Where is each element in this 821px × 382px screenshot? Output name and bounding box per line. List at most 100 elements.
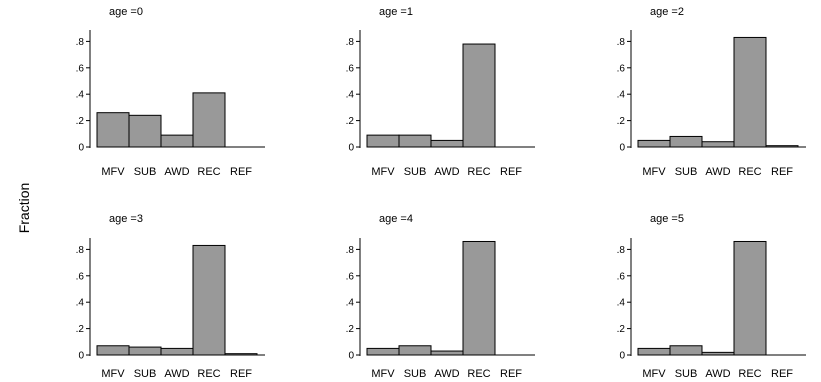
panel-title: age =5 [650, 213, 684, 225]
y-tick-label: 0 [78, 351, 84, 362]
y-tick-label: .4 [76, 90, 85, 101]
bar-mfv [637, 139, 671, 148]
bar-mfv [96, 345, 130, 356]
panel-age-5: age =5 0 .2 .4 .6 .8 MFV SUB AWD REC REF [617, 213, 806, 380]
y-tick-label: .2 [76, 116, 85, 127]
y-tick-label: .8 [76, 37, 85, 48]
y-tick-label: .6 [76, 63, 85, 74]
category-label: AWD [164, 166, 189, 178]
category-label: REC [738, 166, 761, 178]
y-tick-label: .8 [346, 245, 355, 256]
category-label: MFV [371, 166, 395, 178]
y-tick-label: .6 [617, 271, 626, 282]
panel-age-1: age =1 0 .2 .4 .6 .8 MFV SUB AWD REC REF [346, 6, 535, 178]
panels: age =0 0 .2 .4 .6 .8 MFV SUB AWD REC REF age =1 0 .2.… [76, 6, 806, 380]
y-tick-label: .4 [617, 298, 626, 309]
bar-rec [192, 244, 226, 356]
category-label: REF [771, 368, 793, 380]
y-tick-label: 0 [619, 351, 625, 362]
y-tick-label: .4 [617, 90, 626, 101]
y-tick-label: .6 [617, 63, 626, 74]
panel-age-4: age =4 0 .2 .4 .6 .8 MFV SUB AWD REC REF [346, 213, 535, 380]
category-label: SUB [404, 368, 427, 380]
category-label: REC [467, 166, 490, 178]
category-label: REC [738, 368, 761, 380]
category-label: MFV [642, 166, 666, 178]
panel-title: age =2 [650, 6, 684, 18]
y-tick-label: .8 [346, 37, 355, 48]
y-tick-label: 0 [78, 143, 84, 154]
bar-awd [430, 350, 464, 356]
bar-rec [192, 92, 226, 148]
y-tick-label: .2 [346, 116, 355, 127]
y-tick-label: .2 [76, 324, 85, 335]
category-label: REF [500, 166, 522, 178]
y-tick-label: 0 [619, 143, 625, 154]
category-label: SUB [404, 166, 427, 178]
category-label: AWD [705, 368, 730, 380]
bar-sub [128, 114, 162, 148]
category-label: AWD [434, 368, 459, 380]
y-tick-label: 0 [348, 143, 354, 154]
y-tick-label: .8 [76, 245, 85, 256]
bar-sub [669, 135, 703, 148]
y-tick-label: .6 [76, 271, 85, 282]
bar-mfv [96, 112, 130, 148]
bar-awd [701, 141, 735, 148]
bar-ref [224, 353, 258, 356]
category-label: REC [197, 368, 220, 380]
category-label: MFV [101, 166, 125, 178]
panel-title: age =3 [109, 213, 143, 225]
bar-mfv [637, 347, 671, 356]
category-label: MFV [371, 368, 395, 380]
bar-rec [462, 43, 496, 148]
y-tick-label: .8 [617, 37, 626, 48]
y-tick-label: .2 [617, 116, 626, 127]
category-label: SUB [675, 368, 698, 380]
category-label: REF [500, 368, 522, 380]
bar-sub [669, 345, 703, 356]
panel-title: age =1 [379, 6, 413, 18]
category-label: REC [197, 166, 220, 178]
y-tick-label: .4 [346, 90, 355, 101]
y-tick-label: 0 [348, 351, 354, 362]
category-label: SUB [675, 166, 698, 178]
bar-sub [398, 345, 432, 356]
category-label: SUB [134, 368, 157, 380]
category-label: AWD [434, 166, 459, 178]
panel-age-0: age =0 0 .2 .4 .6 .8 MFV SUB AWD REC REF [76, 6, 265, 178]
panel-age-2: age =2 0 .2 .4 .6 .8 MFV SUB AWD REC REF [617, 6, 806, 178]
y-tick-label: .6 [346, 63, 355, 74]
panel-title: age =4 [379, 213, 413, 225]
bar-awd [160, 347, 194, 356]
y-tick-label: .2 [346, 324, 355, 335]
bar-rec [733, 240, 767, 356]
bar-ref [765, 145, 799, 148]
category-label: REF [230, 368, 252, 380]
panel-age-3: age =3 0 .2 .4 .6 .8 MFV SUB AWD REC REF [76, 213, 265, 380]
category-label: AWD [705, 166, 730, 178]
category-label: SUB [134, 166, 157, 178]
bar-mfv [366, 134, 400, 148]
y-tick-label: .8 [617, 245, 626, 256]
category-label: AWD [164, 368, 189, 380]
bar-sub [398, 134, 432, 148]
bar-rec [733, 36, 767, 148]
y-tick-label: .4 [346, 298, 355, 309]
category-label: MFV [101, 368, 125, 380]
bar-sub [128, 346, 162, 356]
bar-rec [462, 240, 496, 356]
y-tick-label: .6 [346, 271, 355, 282]
bar-mfv [366, 347, 400, 356]
panel-title: age =0 [109, 6, 143, 18]
y-tick-label: .4 [76, 298, 85, 309]
y-axis-title: Fraction [16, 183, 32, 234]
y-tick-label: .2 [617, 324, 626, 335]
bar-awd [430, 139, 464, 148]
category-label: REC [467, 368, 490, 380]
category-label: REF [230, 166, 252, 178]
category-label: REF [771, 166, 793, 178]
bar-awd [701, 351, 735, 356]
bar-awd [160, 134, 194, 148]
